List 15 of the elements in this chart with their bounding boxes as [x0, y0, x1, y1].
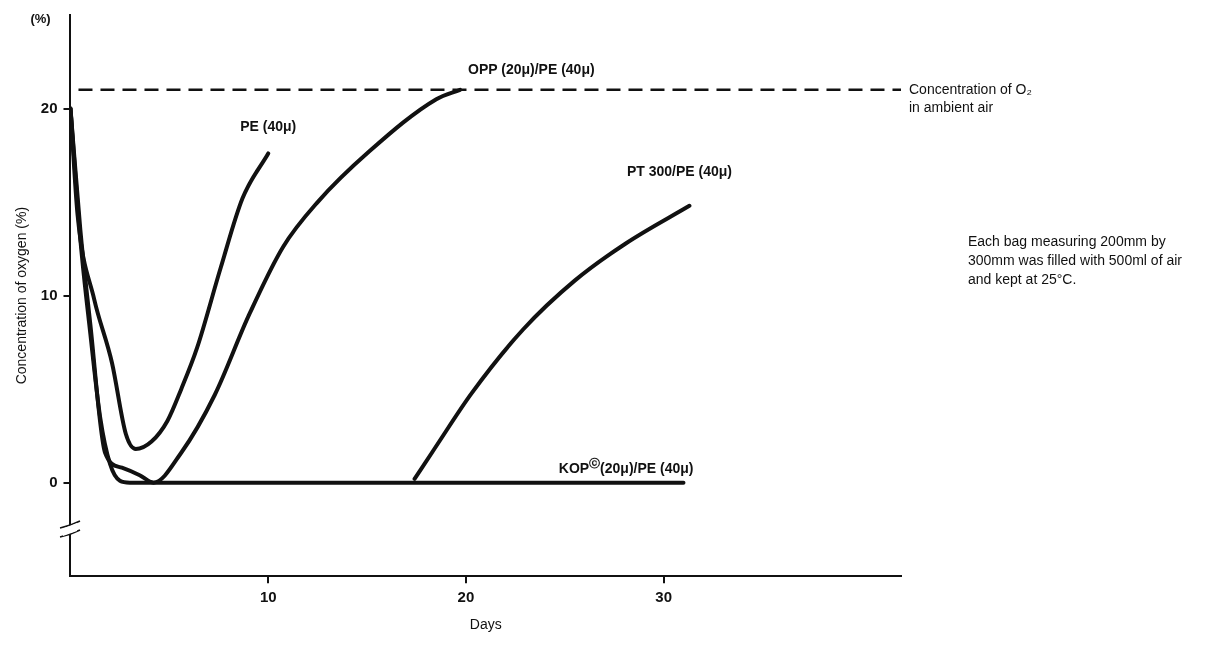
series-label: OPP (20μ)/PE (40μ)	[468, 60, 595, 77]
y-axis-title: Concentration of oxygen (%)	[13, 206, 30, 385]
x-tick-label: 10	[259, 588, 277, 606]
ref-line-label: Concentration of O₂ in ambient air	[909, 80, 1032, 115]
text: (%)	[30, 11, 51, 26]
x-tick-label: 20	[457, 588, 475, 606]
y-tick-label: 20	[40, 98, 58, 116]
text: PT 300/PE (40μ)	[626, 162, 732, 179]
x-axis-title: Days	[469, 616, 502, 633]
text: Each bag measuring 200mm by 300mm was filled with 500ml of air and kept at 25°C.	[968, 232, 1183, 289]
series-label: PE (40μ)	[240, 118, 297, 135]
x-tick-label: 30	[655, 588, 673, 606]
series-label: KOPⓒ(20μ)/PE (40μ)	[558, 456, 694, 476]
y-tick-label: 10	[40, 285, 58, 303]
y-tick-label: 0	[49, 472, 58, 490]
